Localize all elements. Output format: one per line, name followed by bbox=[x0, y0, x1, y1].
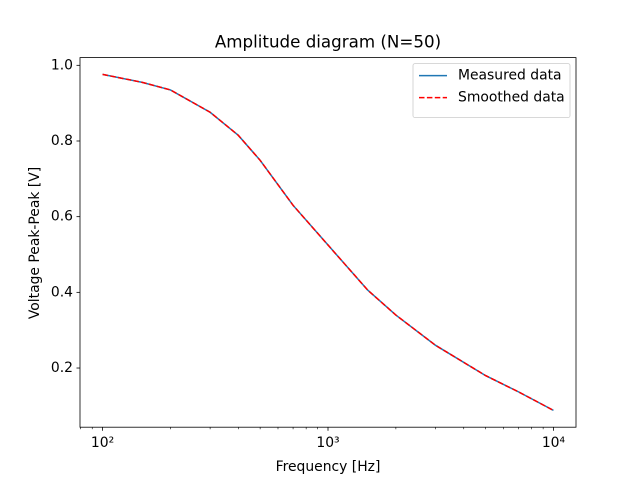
y-tick-label: 0.4 bbox=[51, 284, 73, 300]
x-tick-label: 10⁴ bbox=[542, 435, 566, 451]
x-axis-label: Frequency [Hz] bbox=[276, 459, 381, 475]
chart-title: Amplitude diagram (N=50) bbox=[215, 32, 441, 52]
y-tick-label: 0.6 bbox=[51, 209, 73, 225]
y-axis-label: Voltage Peak-Peak [V] bbox=[27, 167, 43, 319]
y-tick-label: 1.0 bbox=[51, 57, 73, 73]
y-tick-label: 0.8 bbox=[51, 133, 73, 149]
legend-box bbox=[412, 63, 571, 118]
x-tick-label: 10³ bbox=[316, 435, 339, 451]
legend-label: Smoothed data bbox=[458, 90, 565, 106]
legend-label: Measured data bbox=[458, 68, 562, 84]
y-tick-label: 0.2 bbox=[51, 360, 73, 376]
x-tick-label: 10² bbox=[91, 435, 114, 451]
axes-frame bbox=[79, 57, 577, 428]
data-line bbox=[102, 73, 554, 412]
